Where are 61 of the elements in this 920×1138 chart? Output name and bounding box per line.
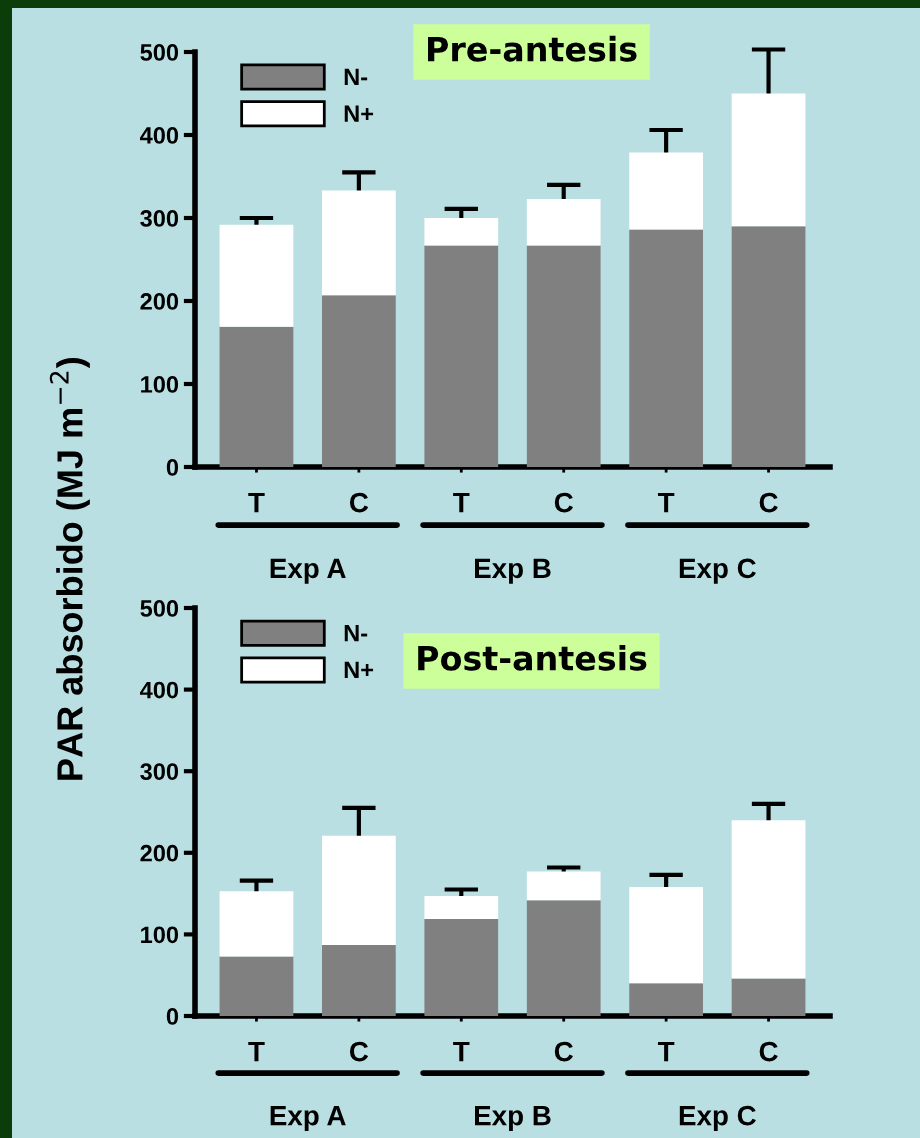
y-axis-title: PAR absorbido (MJ m$^{−2}$) <box>49 358 90 780</box>
y-tick-label: 400 <box>140 681 179 699</box>
x-tick-label: T <box>453 1042 470 1062</box>
y-tick-label: 300 <box>140 210 179 227</box>
bar <box>219 326 294 467</box>
bar <box>526 245 601 467</box>
legend-label: N+ <box>344 105 374 122</box>
y-tick-label: 500 <box>140 44 179 61</box>
legend-label: N- <box>344 68 368 86</box>
legend-label: N+ <box>344 661 374 678</box>
bar <box>424 218 499 246</box>
x-tick-label: C <box>759 492 778 513</box>
bar <box>322 835 396 946</box>
bar <box>629 983 703 1016</box>
bar <box>219 224 294 327</box>
bar <box>731 978 806 1016</box>
x-tick-label: T <box>248 1042 265 1062</box>
text: Exp C <box>679 558 756 584</box>
bar <box>629 229 703 467</box>
bar <box>731 93 806 227</box>
x-tick-label: C <box>349 492 369 513</box>
y-tick-label: 200 <box>140 844 179 862</box>
x-tick-label: T <box>657 1042 675 1062</box>
x-tick-label: C <box>554 1041 573 1062</box>
text: Post-antesis <box>418 644 647 671</box>
x-tick-label: C <box>554 492 573 513</box>
bar <box>731 226 806 467</box>
bar <box>424 918 499 1016</box>
bar <box>424 245 499 467</box>
bar <box>629 152 703 230</box>
text: Exp A <box>270 558 346 584</box>
bar <box>731 820 806 979</box>
x-tick-label: C <box>759 1041 778 1062</box>
bar <box>322 945 396 1016</box>
bar <box>219 956 294 1016</box>
bar <box>322 295 396 467</box>
text: Exp C <box>679 1105 756 1131</box>
text: Exp B <box>475 1106 551 1131</box>
x-tick-label: T <box>453 493 470 513</box>
bar <box>424 896 499 919</box>
bar <box>526 900 601 1016</box>
bar <box>526 871 601 901</box>
bar <box>629 887 703 984</box>
text: Exp B <box>475 558 551 584</box>
x-tick-label: C <box>349 1041 369 1062</box>
x-tick-label: T <box>248 493 265 513</box>
y-tick-label: 0 <box>166 1008 179 1025</box>
bar <box>322 190 396 296</box>
bar <box>526 198 601 246</box>
y-tick-label: 100 <box>141 926 179 944</box>
y-tick-label: 500 <box>140 600 179 617</box>
y-tick-label: 300 <box>140 763 179 781</box>
y-tick-label: 400 <box>140 127 179 144</box>
y-tick-label: 0 <box>166 459 179 476</box>
text: Exp A <box>270 1106 346 1131</box>
legend-label: N- <box>344 624 368 642</box>
x-tick-label: T <box>657 493 675 513</box>
chart-title: Pre-antesis <box>428 35 637 62</box>
y-tick-label: 200 <box>140 293 179 310</box>
y-tick-label: 100 <box>141 376 179 393</box>
bar <box>219 891 294 957</box>
